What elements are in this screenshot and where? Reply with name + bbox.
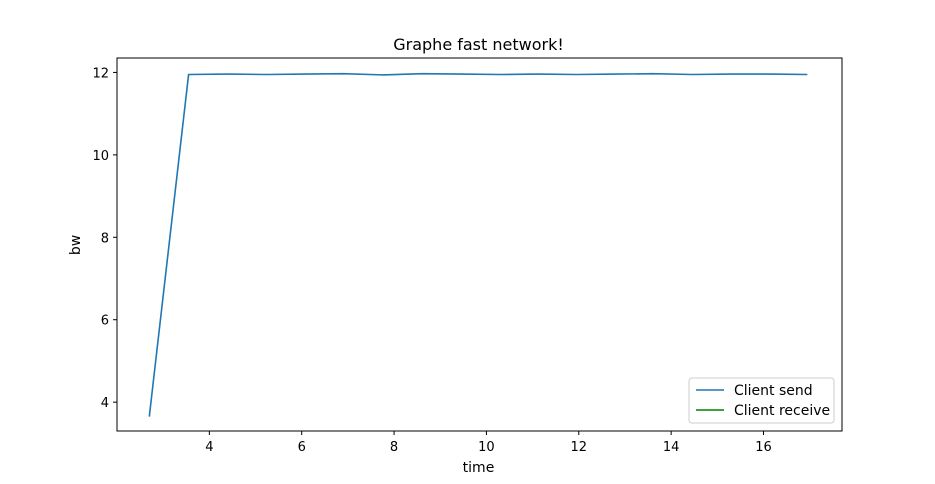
x-tick-label: 8 [390, 440, 398, 455]
legend-box [688, 377, 835, 424]
y-tick-label: 6 [101, 314, 109, 329]
legend: Client send Client receive [688, 377, 835, 424]
x-tick-label: 14 [663, 440, 680, 455]
x-tick-label: 4 [205, 440, 213, 455]
x-tick-label: 6 [298, 440, 306, 455]
y-axis-label: bw [68, 235, 84, 255]
x-tick-label: 16 [755, 440, 772, 455]
plot-frame [116, 57, 843, 432]
x-tick-label: 12 [571, 440, 588, 455]
x-axis-label: time [463, 460, 495, 476]
y-tick-label: 8 [101, 231, 109, 246]
legend-label: Client receive [734, 403, 830, 419]
x-axis: 4 6 8 10 12 14 16 [205, 431, 772, 455]
chart-title: Graphe fast network! [393, 35, 564, 54]
y-tick-label: 4 [101, 396, 109, 411]
y-axis: 4 6 8 10 12 [92, 66, 117, 411]
y-tick-label: 12 [92, 66, 109, 81]
legend-label: Client send [734, 383, 813, 399]
y-tick-label: 10 [92, 149, 109, 164]
plot-area [148, 72, 808, 417]
x-tick-label: 10 [478, 440, 495, 455]
series-line-0 [148, 72, 808, 417]
